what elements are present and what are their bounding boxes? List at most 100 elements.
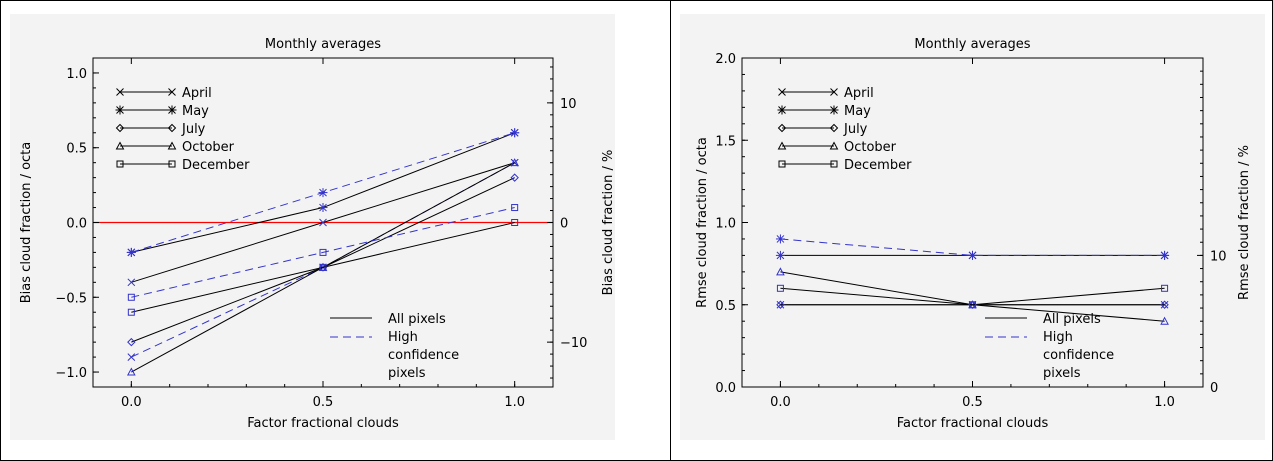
data-point-july-all-shape bbox=[510, 173, 519, 182]
legend-style-label: confidence bbox=[388, 348, 459, 363]
legend-marker-shape bbox=[115, 141, 125, 150]
legend-marker bbox=[115, 123, 125, 133]
legend-marker bbox=[777, 105, 787, 115]
data-point-april-all bbox=[127, 278, 136, 287]
legend-marker-shape bbox=[830, 160, 838, 168]
y-tick-label: −1.0 bbox=[55, 366, 87, 381]
legend-style-label: pixels bbox=[1043, 366, 1081, 381]
y2-axis-label: Rmse cloud fraction / % bbox=[1237, 145, 1252, 300]
legend-month-label: July bbox=[843, 122, 868, 137]
legend-marker-shape bbox=[777, 141, 787, 150]
legend-marker bbox=[778, 160, 786, 168]
y-tick-label: 1.0 bbox=[715, 217, 736, 232]
data-point-april-high-stroke bbox=[127, 353, 136, 361]
y-axis-label: Rmse cloud fraction / octa bbox=[695, 137, 710, 308]
legend-marker bbox=[167, 141, 177, 150]
y2-tick-label: 0 bbox=[560, 217, 568, 232]
x-tick-label: 1.0 bbox=[504, 395, 525, 410]
legend-marker bbox=[115, 141, 125, 150]
legend-marker bbox=[778, 88, 786, 96]
chart-title: Monthly averages bbox=[914, 37, 1030, 52]
data-point-july-all bbox=[127, 337, 136, 347]
data-point-may-high bbox=[510, 128, 520, 138]
legend-marker bbox=[829, 141, 839, 150]
legend-marker-stroke bbox=[168, 88, 176, 96]
legend-month-label: October bbox=[182, 140, 235, 155]
y2-tick-label: 10 bbox=[560, 97, 577, 112]
legend-marker-shape bbox=[115, 123, 125, 133]
data-point-october-all-shape bbox=[126, 367, 136, 376]
data-point-may-high bbox=[318, 188, 328, 198]
legend-marker bbox=[167, 123, 177, 133]
data-point-april-high bbox=[127, 353, 136, 361]
legend-marker-stroke bbox=[778, 88, 786, 96]
legend-marker bbox=[167, 105, 177, 115]
data-point-april-all bbox=[319, 218, 327, 227]
x-tick-label: 0.0 bbox=[121, 395, 142, 410]
data-point-december-high-shape bbox=[127, 293, 135, 301]
y2-tick-label: −10 bbox=[560, 336, 587, 351]
data-point-may-high bbox=[775, 234, 785, 244]
y-tick-label: 1.5 bbox=[715, 134, 736, 149]
legend-marker bbox=[830, 160, 838, 168]
legend-style-label: All pixels bbox=[1043, 312, 1101, 327]
legend-marker-shape bbox=[777, 123, 787, 133]
series-line-december-high bbox=[131, 207, 515, 298]
data-point-december-all bbox=[319, 263, 327, 271]
legend-marker bbox=[115, 105, 125, 115]
legend-style-label: High bbox=[388, 330, 418, 345]
data-point-may-high bbox=[126, 247, 136, 257]
data-point-december-all-shape bbox=[1161, 284, 1169, 292]
y-tick-label: 0.0 bbox=[66, 217, 87, 232]
data-point-july-all bbox=[968, 300, 977, 309]
legend-month-label: October bbox=[844, 140, 897, 155]
legend-marker-shape bbox=[829, 141, 839, 150]
legend-marker-shape bbox=[167, 141, 177, 150]
x-tick-label: 0.5 bbox=[313, 395, 334, 410]
y2-tick-label: 0 bbox=[1210, 381, 1218, 396]
legend-marker bbox=[168, 160, 176, 168]
data-point-july-all-shape bbox=[1160, 300, 1169, 309]
data-point-december-all-shape bbox=[776, 284, 784, 292]
plot-background bbox=[10, 14, 615, 440]
legend-style-label: confidence bbox=[1043, 348, 1114, 363]
data-point-july-all-shape bbox=[968, 300, 977, 309]
data-point-october-all bbox=[1160, 316, 1169, 325]
chart-panel-1: Monthly averages 0.0 0.5 1.0 Factor fraction… bbox=[10, 14, 616, 440]
data-point-december-all bbox=[1161, 284, 1169, 292]
legend-marker bbox=[116, 160, 124, 168]
legend-style-label: pixels bbox=[388, 366, 426, 381]
legend-marker-shape bbox=[168, 160, 176, 168]
legend-month-label: May bbox=[844, 104, 871, 119]
panel-divider bbox=[670, 0, 671, 461]
legend-marker bbox=[777, 141, 787, 150]
series-line-december-all bbox=[131, 222, 515, 313]
y-tick-label: 0.0 bbox=[715, 381, 736, 396]
data-point-may-all bbox=[318, 203, 328, 213]
data-point-july-all bbox=[510, 173, 519, 182]
data-point-may-high bbox=[1160, 250, 1170, 260]
data-point-october-all bbox=[126, 367, 136, 376]
legend-month-label: July bbox=[181, 122, 206, 137]
legend-marker bbox=[829, 105, 839, 115]
data-point-october-all-shape bbox=[776, 267, 785, 276]
x-tick-label: 0.5 bbox=[962, 395, 983, 410]
data-point-april-all-stroke bbox=[127, 278, 136, 287]
legend-style-label: All pixels bbox=[388, 312, 446, 327]
legend-marker-shape bbox=[116, 160, 124, 168]
data-point-december-all-shape bbox=[127, 308, 135, 316]
data-point-april-all-stroke bbox=[319, 218, 327, 227]
legend-marker-stroke bbox=[830, 88, 838, 96]
y-tick-label: 2.0 bbox=[715, 52, 736, 67]
legend-marker bbox=[777, 123, 787, 133]
legend-style-label: High bbox=[1043, 330, 1073, 345]
data-point-december-all-shape bbox=[319, 263, 327, 271]
data-point-july-all-shape bbox=[776, 300, 785, 309]
legend-month-label: April bbox=[182, 86, 212, 101]
data-point-december-high bbox=[127, 293, 135, 301]
data-point-december-all bbox=[127, 308, 135, 316]
legend-month-label: December bbox=[182, 158, 250, 173]
data-point-december-all bbox=[776, 284, 784, 292]
y-tick-label: 0.5 bbox=[715, 299, 736, 314]
